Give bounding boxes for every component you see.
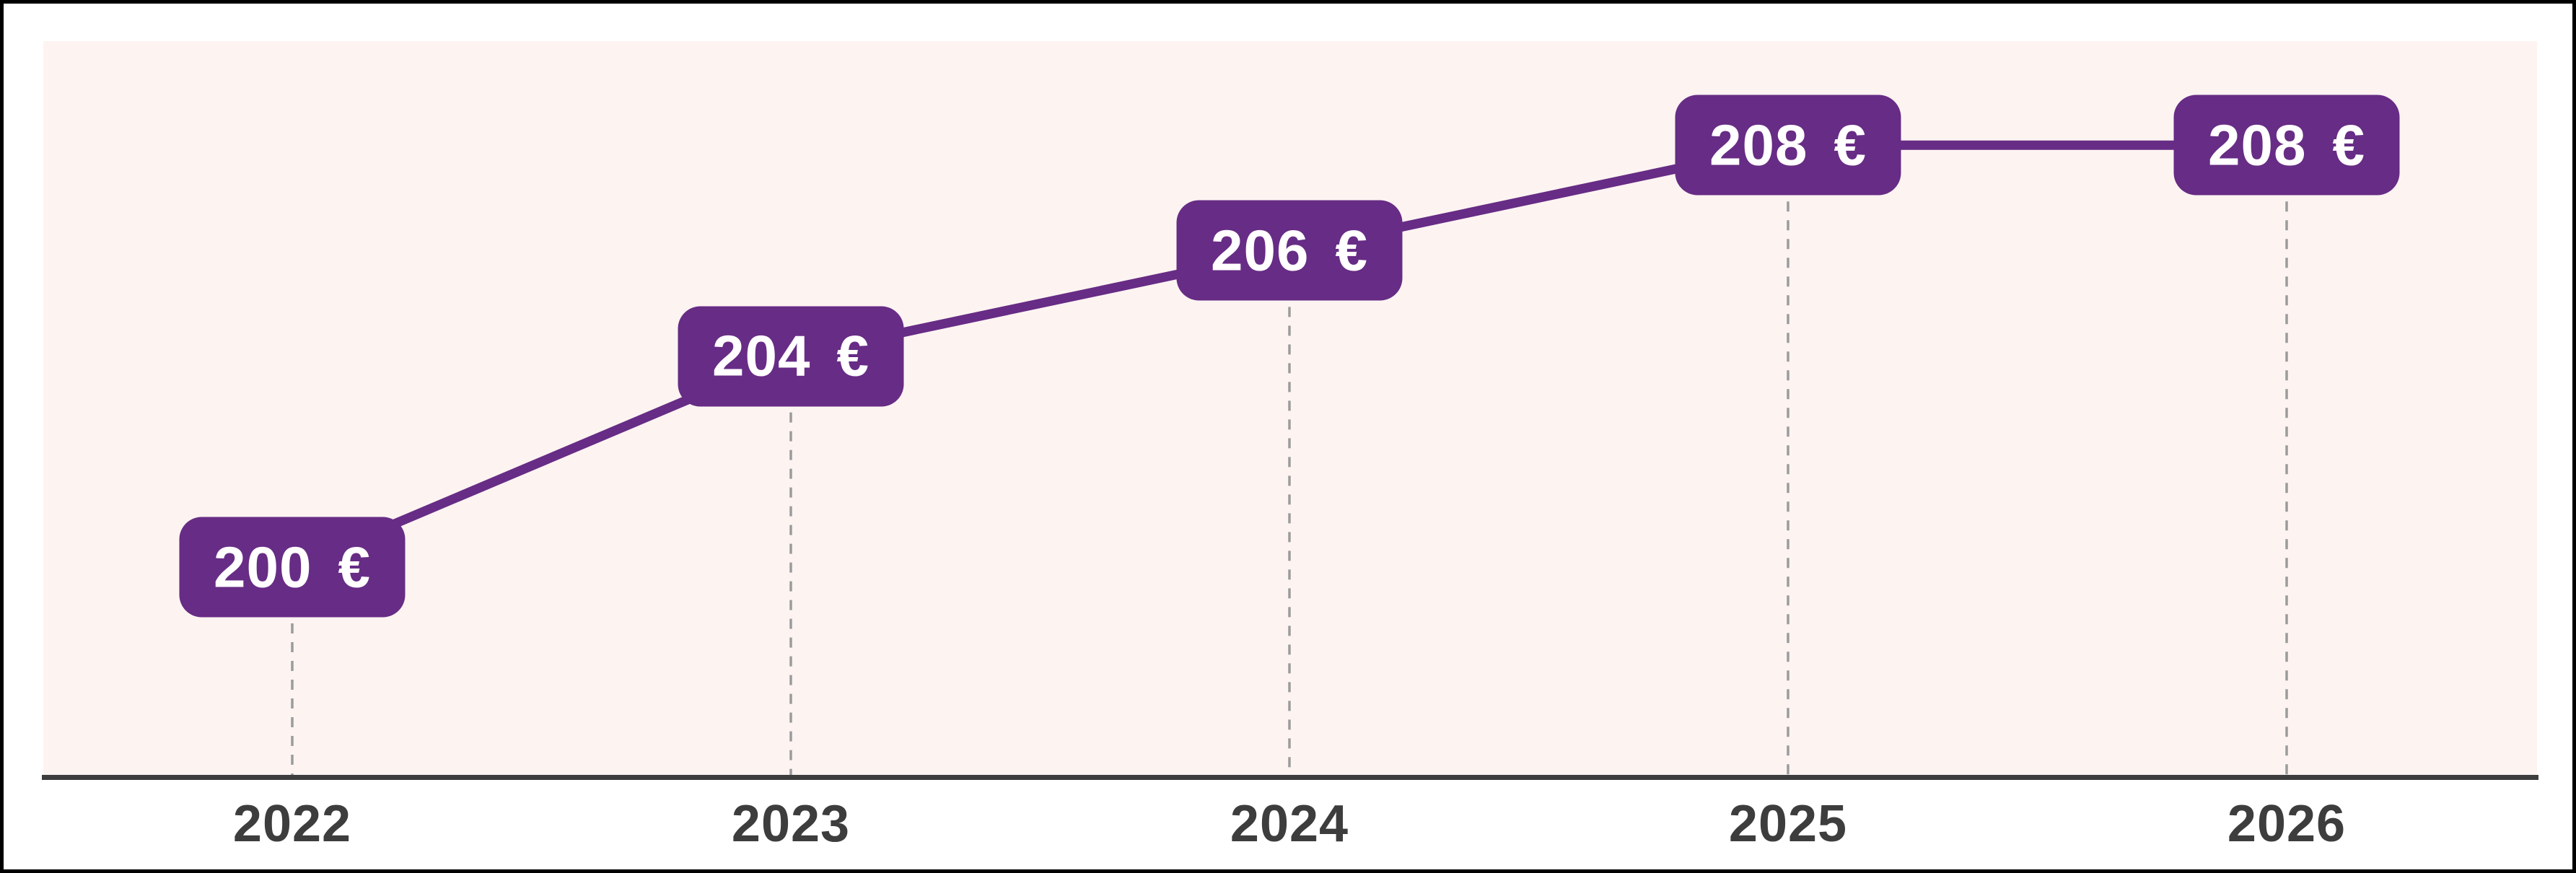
data-label-2024: 206 €: [1176, 200, 1403, 301]
euro-symbol: €: [338, 535, 371, 599]
data-label-2023: 204 €: [678, 306, 904, 407]
data-label-2026: 208 €: [2173, 95, 2400, 196]
euro-symbol: €: [1834, 113, 1867, 177]
euro-symbol: €: [2332, 113, 2365, 177]
x-tick-label-2024: 2024: [1230, 795, 1349, 853]
x-tick-label-2022: 2022: [232, 795, 352, 853]
euro-symbol: €: [836, 323, 869, 388]
data-label-value: 200: [214, 535, 312, 599]
x-tick-label-2026: 2026: [2227, 795, 2347, 853]
data-label-value: 204: [712, 323, 811, 388]
data-label-value: 206: [1211, 218, 1310, 283]
euro-symbol: €: [1335, 218, 1368, 283]
data-label-value: 208: [1709, 113, 1808, 177]
x-axis-line: [42, 775, 2538, 780]
x-tick-label-2023: 2023: [731, 795, 851, 853]
x-tick-label-2025: 2025: [1728, 795, 1848, 853]
data-label-2022: 200 €: [179, 517, 406, 618]
data-label-2025: 208 €: [1675, 95, 1901, 196]
data-label-value: 208: [2208, 113, 2307, 177]
